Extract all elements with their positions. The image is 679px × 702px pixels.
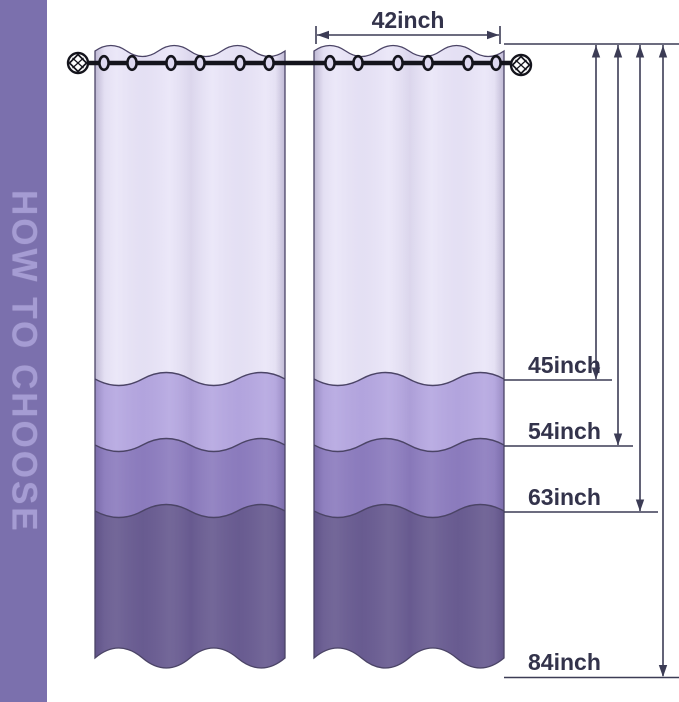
arrow-down-icon <box>591 367 601 380</box>
grommets-left-panel <box>98 54 275 72</box>
grommet <box>324 54 336 72</box>
curtain-bands-right <box>314 45 504 668</box>
fabric-edge-shading <box>314 45 504 668</box>
curtain-panel-left <box>94 44 286 669</box>
grommet <box>352 54 364 72</box>
grommets-right-panel <box>324 54 502 72</box>
grommet <box>126 54 138 72</box>
grommet <box>194 54 206 72</box>
sidebar-title: HOW TO CHOOSE <box>4 190 44 534</box>
grommet <box>98 54 110 72</box>
length-label-84inch: 84inch <box>528 649 601 675</box>
grommet <box>234 54 246 72</box>
length-label-45inch: 45inch <box>528 352 601 378</box>
width-dimension-arrow <box>315 26 501 44</box>
grommet <box>462 54 474 72</box>
grommet <box>422 54 434 72</box>
arrow-right-icon <box>487 30 499 40</box>
arrow-up-icon <box>591 45 601 58</box>
fabric-edge-shading <box>95 45 285 668</box>
grommet <box>263 54 275 72</box>
rod-finial-right-icon <box>509 53 533 77</box>
arrow-up-icon <box>613 45 623 58</box>
grommet <box>165 54 177 72</box>
grommet <box>392 54 404 72</box>
arrow-down-icon <box>658 665 668 677</box>
arrow-up-icon <box>658 45 668 58</box>
width-label: 42inch <box>371 7 445 33</box>
arrow-up-icon <box>635 45 645 58</box>
curtain-rod <box>66 51 533 77</box>
arrow-left-icon <box>317 30 329 40</box>
curtain-panel-right <box>313 44 505 669</box>
arrow-down-icon <box>635 499 645 512</box>
sidebar: HOW TO CHOOSE <box>0 0 47 702</box>
rod-finial-left-icon <box>66 51 90 75</box>
length-label-63inch: 63inch <box>528 484 601 510</box>
length-label-54inch: 54inch <box>528 418 601 444</box>
curtain-bands-left <box>95 45 285 668</box>
arrow-down-icon <box>613 433 623 446</box>
grommet <box>490 54 502 72</box>
length-dimensions <box>504 43 679 679</box>
